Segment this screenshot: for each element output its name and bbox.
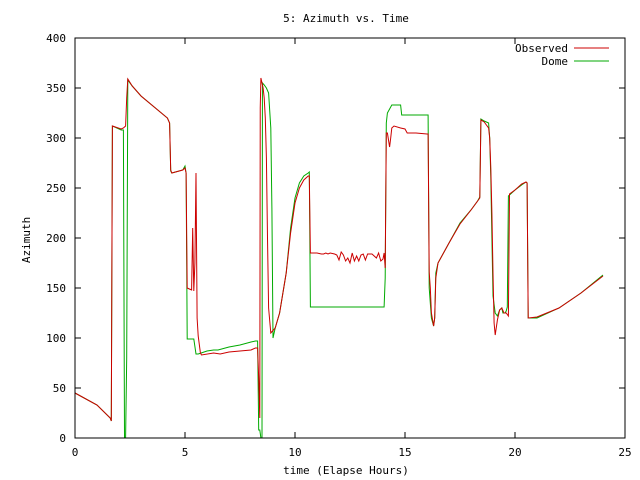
x-tick-label: 5 bbox=[182, 446, 189, 459]
series-line-observed bbox=[74, 77, 604, 422]
x-tick-label: 10 bbox=[288, 446, 301, 459]
y-tick-label: 350 bbox=[46, 82, 66, 95]
y-tick-label: 200 bbox=[46, 232, 66, 245]
x-tick-label: 15 bbox=[398, 446, 411, 459]
y-axis-label: Azimuth bbox=[20, 217, 33, 263]
legend-label-observed: Observed bbox=[515, 42, 568, 55]
x-tick-label: 0 bbox=[72, 446, 79, 459]
chart-title: 5: Azimuth vs. Time bbox=[283, 12, 409, 25]
y-tick-label: 150 bbox=[46, 282, 66, 295]
y-tick-label: 0 bbox=[59, 432, 66, 445]
y-tick-label: 50 bbox=[53, 382, 66, 395]
legend-label-dome: Dome bbox=[542, 55, 569, 68]
x-tick-label: 25 bbox=[618, 446, 631, 459]
y-tick-label: 300 bbox=[46, 132, 66, 145]
y-tick-label: 100 bbox=[46, 332, 66, 345]
axis-ticks: 0 50 100 150 200 250 300 350 400 0 5 10 15 20 25 bbox=[46, 32, 632, 459]
plot-frame bbox=[74, 37, 626, 439]
legend: Observed Dome bbox=[515, 42, 609, 68]
series-lines bbox=[74, 77, 604, 439]
x-tick-label: 20 bbox=[508, 446, 521, 459]
y-tick-label: 400 bbox=[46, 32, 66, 45]
x-axis-label: time (Elapse Hours) bbox=[283, 464, 409, 477]
y-tick-label: 250 bbox=[46, 182, 66, 195]
